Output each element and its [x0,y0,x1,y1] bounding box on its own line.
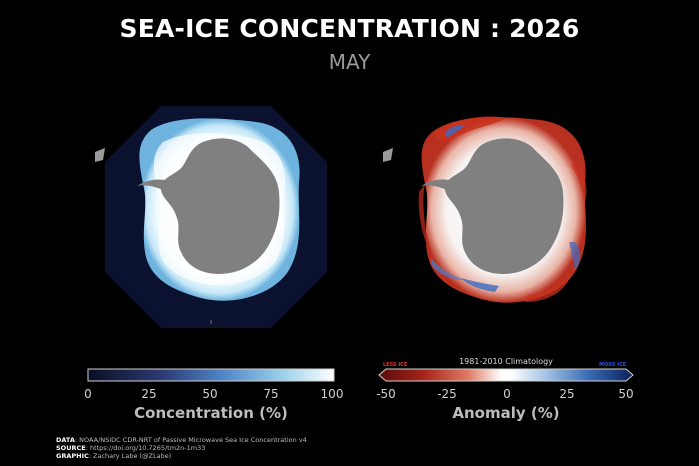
page-title: SEA-ICE CONCENTRATION : 2026 [119,14,580,43]
conc-tick-100: 100 [320,387,344,401]
anom-tick-0: 0 [503,387,511,401]
anom-tick-50: 50 [618,387,634,401]
anom-tick-neg50: -50 [376,387,396,401]
south-america-tip [95,148,105,162]
climatology-label: 1981-2010 Climatology [459,357,553,366]
credit-source: SOURCE: https://doi.org/10.7265/tm2n-1m3… [56,444,206,452]
credit-data: DATA: NOAA/NSIDC CDR-NRT of Passive Micr… [56,436,307,444]
conc-tick-0: 0 [84,387,92,401]
conc-tick-75: 75 [263,387,279,401]
concentration-colorbar [87,368,335,382]
more-ice-label: MORE ICE [599,362,627,368]
less-ice-label: LESS ICE [383,362,408,368]
conc-tick-50: 50 [202,387,218,401]
anom-tick-neg25: -25 [437,387,457,401]
credits: DATA: NOAA/NSIDC CDR-NRT of Passive Micr… [56,436,307,460]
anomaly-colorbar [378,368,634,382]
month-label: MAY [328,50,371,74]
credit-graphic: GRAPHIC: Zachary Labe (@ZLabe) [56,452,172,460]
concentration-title: Concentration (%) [134,404,288,422]
conc-tick-25: 25 [141,387,157,401]
antarctica-land [160,138,280,274]
anomaly-title: Anomaly (%) [452,404,560,422]
antarctica-land-anomaly [444,138,564,274]
concentration-map [95,106,327,328]
anom-tick-25: 25 [559,387,575,401]
anomaly-map [383,116,587,303]
